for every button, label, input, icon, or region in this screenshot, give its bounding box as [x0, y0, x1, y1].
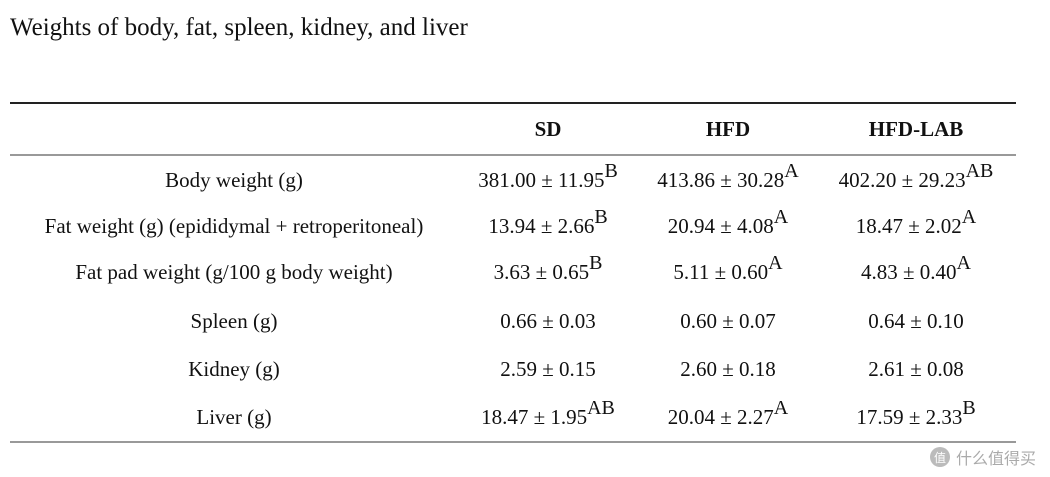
table-cell: 413.86 ± 30.28A — [657, 161, 798, 193]
table-cell: 20.04 ± 2.27A — [667, 398, 788, 430]
cell-value: 20.04 ± 2.27 — [667, 405, 774, 429]
row-label: Fat pad weight (g/100 g body weight) — [75, 260, 393, 284]
table-cell: 381.00 ± 11.95B — [478, 161, 618, 193]
cell-value: 402.20 ± 29.23 — [838, 168, 966, 192]
significance-letter: A — [956, 252, 971, 274]
cell-value: 4.83 ± 0.40 — [861, 260, 957, 284]
cell-value: 413.86 ± 30.28 — [657, 168, 785, 192]
significance-letter: B — [594, 206, 608, 228]
cell-value: 0.66 ± 0.03 — [500, 309, 596, 333]
table-cell: 20.94 ± 4.08A — [667, 207, 788, 239]
table-cell: 0.64 ± 0.10 — [868, 309, 964, 334]
cell-value: 0.60 ± 0.07 — [680, 309, 776, 333]
table-cell: 0.60 ± 0.07 — [680, 309, 776, 334]
table-cell: 402.20 ± 29.23AB — [838, 161, 994, 193]
column-header: HFD — [705, 117, 751, 141]
cell-value: 2.61 ± 0.08 — [868, 357, 964, 381]
significance-letter: A — [768, 252, 783, 274]
table-cell: 18.47 ± 2.02A — [855, 207, 976, 239]
table-cell: 17.59 ± 2.33B — [856, 398, 975, 430]
row-label: Fat weight (g) (epididymal + retroperito… — [44, 214, 424, 238]
cell-value: 17.59 ± 2.33 — [856, 405, 963, 429]
cell-value: 18.47 ± 1.95 — [481, 405, 588, 429]
row-label: Kidney (g) — [188, 357, 280, 381]
cell-value: 381.00 ± 11.95 — [478, 168, 605, 192]
significance-letter: B — [962, 397, 976, 419]
table-cell: 3.63 ± 0.65B — [493, 253, 603, 285]
table-cell: 0.66 ± 0.03 — [500, 309, 596, 334]
table-title: Weights of body, fat, spleen, kidney, an… — [10, 14, 468, 41]
significance-letter: A — [773, 397, 789, 419]
table-cell: 2.61 ± 0.08 — [868, 357, 964, 382]
significance-letter: A — [773, 206, 789, 228]
significance-letter: A — [784, 160, 799, 182]
cell-value: 13.94 ± 2.66 — [488, 214, 595, 238]
significance-letter: B — [589, 252, 603, 274]
header-rule — [10, 154, 1016, 156]
watermark-icon: 值 — [929, 447, 950, 467]
significance-letter: A — [961, 206, 977, 228]
watermark-text: 什么值得买 — [955, 449, 1036, 468]
significance-letter: AB — [587, 397, 615, 419]
cell-value: 0.64 ± 0.10 — [868, 309, 964, 333]
significance-letter: AB — [965, 160, 994, 182]
cell-value: 20.94 ± 4.08 — [667, 214, 774, 238]
table-cell: 4.83 ± 0.40A — [861, 253, 971, 285]
cell-value: 3.63 ± 0.65 — [493, 260, 590, 284]
cell-value: 5.11 ± 0.60 — [673, 260, 769, 284]
row-label: Body weight (g) — [165, 168, 303, 192]
table-cell: 2.60 ± 0.18 — [680, 357, 776, 382]
table-cell: 13.94 ± 2.66B — [488, 207, 607, 239]
top-rule — [10, 102, 1016, 104]
table-cell: 5.11 ± 0.60A — [673, 253, 782, 285]
watermark: 值 什么值得买 — [929, 445, 1036, 469]
bottom-rule — [10, 441, 1016, 443]
column-header: SD — [534, 117, 562, 141]
row-label: Liver (g) — [196, 405, 272, 429]
cell-value: 18.47 ± 2.02 — [855, 214, 962, 238]
column-header: HFD-LAB — [868, 117, 964, 141]
significance-letter: B — [604, 160, 618, 182]
table-cell: 2.59 ± 0.15 — [500, 357, 596, 382]
cell-value: 2.59 ± 0.15 — [500, 357, 596, 381]
table-cell: 18.47 ± 1.95AB — [481, 398, 615, 430]
cell-value: 2.60 ± 0.18 — [680, 357, 776, 381]
row-label: Spleen (g) — [190, 309, 278, 333]
